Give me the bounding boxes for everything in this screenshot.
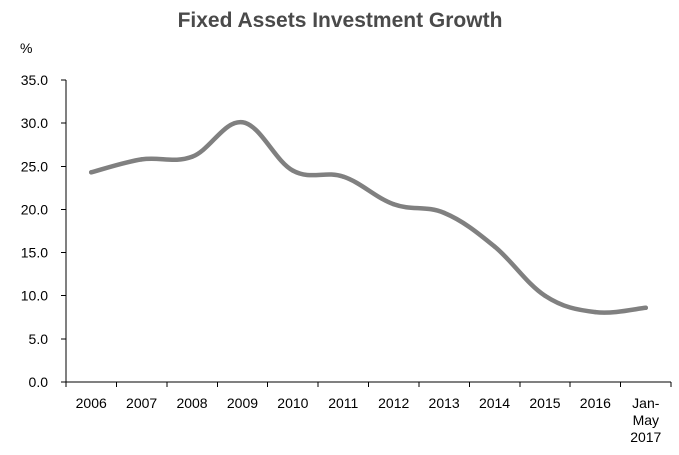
data-point-2011 xyxy=(341,174,346,179)
x-tick-label-line: Jan- xyxy=(632,395,660,411)
data-point-2014 xyxy=(492,244,497,249)
plot-area xyxy=(88,120,649,315)
x-tick-label: 2016 xyxy=(580,395,611,411)
x-tick-label: 2014 xyxy=(479,395,510,411)
data-point-2009 xyxy=(240,120,245,125)
x-tick-label-line: 2008 xyxy=(176,395,207,411)
data-point-2016 xyxy=(593,309,598,315)
data-point-2008 xyxy=(189,154,195,159)
x-tick-label: 2008 xyxy=(176,395,207,411)
data-point-jan-may-2017 xyxy=(643,305,648,310)
x-tick-label-line: 2006 xyxy=(76,395,107,411)
chart-title: Fixed Assets Investment Growth xyxy=(178,9,503,32)
x-axis: 2006 2007 2008 2009 2010 2011 2012 2013 2014 2015… xyxy=(65,381,672,445)
x-tick-label-line: 2013 xyxy=(429,395,460,411)
y-axis: 0.0 5.0 10.0 15.0 20.0 25.0 30.0 35.0 xyxy=(21,72,67,390)
y-tick-label: 20.0 xyxy=(21,201,48,217)
x-tick-label-line: 2012 xyxy=(378,395,409,411)
data-point-2006 xyxy=(89,170,94,175)
x-tick-label: Jan-May 2017 xyxy=(630,395,661,445)
x-tick-label-line: 2014 xyxy=(479,395,510,411)
data-point-2013 xyxy=(441,210,447,216)
data-point-2007 xyxy=(139,157,144,162)
x-tick-label-line: 2011 xyxy=(328,395,358,411)
data-point-2010 xyxy=(290,168,296,173)
y-tick-label: 25.0 xyxy=(21,158,48,174)
data-point-2012 xyxy=(391,202,396,207)
x-tick-label-line: 2009 xyxy=(227,395,258,411)
x-tick-label-line: 2007 xyxy=(126,395,157,411)
y-tick-label: 0.0 xyxy=(29,374,49,390)
data-point-2015 xyxy=(542,293,548,298)
x-tick-label-line: May xyxy=(633,412,659,428)
y-tick-label: 5.0 xyxy=(29,331,49,347)
x-tick-label: 2007 xyxy=(126,395,157,411)
growth-series-line xyxy=(88,120,649,315)
x-tick-label: 2012 xyxy=(378,395,409,411)
x-tick-label: 2013 xyxy=(429,395,460,411)
x-tick-label-line: 2010 xyxy=(277,395,308,411)
x-tick-label-line: 2015 xyxy=(529,395,560,411)
x-tick-label: 2011 xyxy=(328,395,358,411)
x-tick-label-line: 2016 xyxy=(580,395,611,411)
y-tick-label: 15.0 xyxy=(21,245,48,261)
x-tick-label-line: 2017 xyxy=(630,429,661,445)
y-tick-label: 35.0 xyxy=(21,72,48,88)
x-tick-label: 2009 xyxy=(227,395,258,411)
x-tick-label: 2015 xyxy=(529,395,560,411)
x-tick-label: 2010 xyxy=(277,395,308,411)
y-tick-label: 10.0 xyxy=(21,288,48,304)
x-tick-label: 2006 xyxy=(76,395,107,411)
y-tick-label: 30.0 xyxy=(21,115,48,131)
y-axis-unit-label: % xyxy=(20,40,32,56)
